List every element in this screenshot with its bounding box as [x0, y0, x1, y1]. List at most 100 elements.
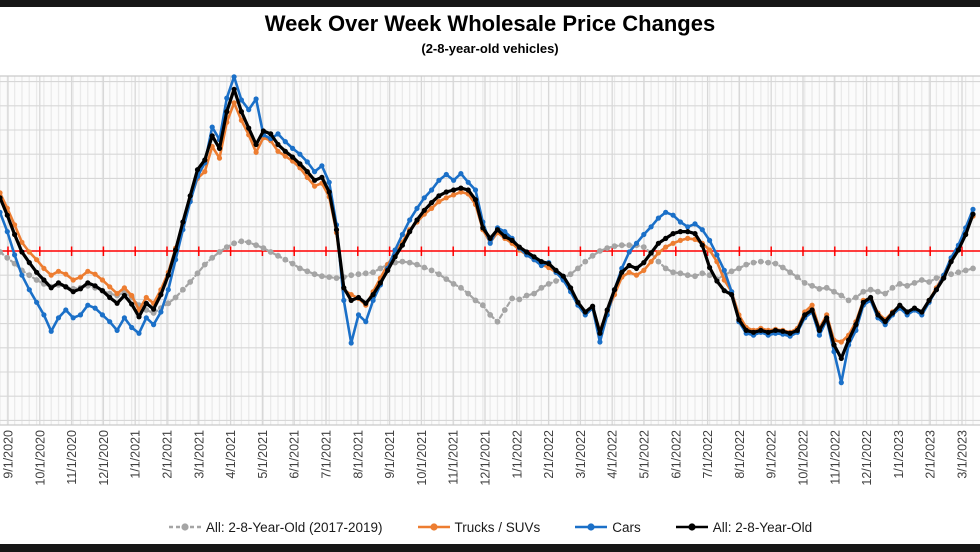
series-marker-all-2-8-year-old-2017-2019 — [33, 277, 40, 283]
series-marker-all-2-8-year-old-2017-2019 — [655, 258, 662, 265]
series-marker-all-2-8-year-old — [55, 280, 62, 286]
series-marker-all-2-8-year-old-2017-2019 — [677, 270, 684, 277]
series-marker-all-2-8-year-old — [553, 267, 559, 273]
series-marker-all-2-8-year-old-2017-2019 — [728, 268, 735, 275]
x-axis-tick-label: 9/1/2020 — [2, 430, 16, 479]
series-marker-all-2-8-year-old-2017-2019 — [458, 284, 464, 291]
series-marker-all-2-8-year-old — [143, 300, 149, 306]
series-marker-cars — [319, 163, 325, 169]
series-marker-all-2-8-year-old-2017-2019 — [516, 296, 523, 303]
series-marker-trucks-suvs — [809, 302, 815, 308]
series-marker-all-2-8-year-old — [560, 273, 566, 279]
series-marker-all-2-8-year-old — [377, 280, 383, 286]
series-marker-cars — [34, 299, 40, 305]
series-marker-all-2-8-year-old-2017-2019 — [0, 249, 3, 255]
series-marker-all-2-8-year-old — [655, 240, 662, 246]
series-marker-cars — [70, 315, 76, 321]
series-marker-all-2-8-year-old-2017-2019 — [267, 249, 274, 255]
series-marker-all-2-8-year-old-2017-2019 — [231, 240, 238, 247]
series-marker-trucks-suvs — [429, 205, 435, 211]
series-marker-all-2-8-year-old — [787, 330, 793, 336]
x-axis-tick-label: 7/1/2021 — [320, 430, 334, 479]
series-marker-all-2-8-year-old — [41, 277, 47, 283]
series-marker-all-2-8-year-old — [714, 278, 720, 284]
series-marker-all-2-8-year-old — [729, 292, 735, 298]
series-marker-all-2-8-year-old-2017-2019 — [545, 281, 552, 287]
series-marker-all-2-8-year-old — [216, 145, 223, 151]
series-marker-all-2-8-year-old-2017-2019 — [260, 245, 267, 252]
series-marker-all-2-8-year-old — [363, 300, 369, 306]
series-marker-cars — [129, 324, 135, 331]
series-marker-cars — [414, 205, 420, 211]
series-marker-trucks-suvs — [34, 257, 40, 263]
series-marker-all-2-8-year-old — [238, 109, 244, 115]
series-marker-cars — [626, 249, 632, 255]
series-marker-all-2-8-year-old-2017-2019 — [597, 248, 603, 254]
series-marker-all-2-8-year-old-2017-2019 — [970, 265, 976, 272]
legend-item-cars: Cars — [574, 520, 641, 535]
legend-marker-trucks-suvs — [417, 523, 450, 531]
series-marker-cars — [714, 252, 720, 258]
series-marker-all-2-8-year-old — [19, 249, 25, 255]
x-axis-tick-label: 2/1/2021 — [161, 430, 175, 479]
series-marker-trucks-suvs — [670, 240, 676, 246]
series-marker-all-2-8-year-old-2017-2019 — [809, 282, 815, 289]
series-marker-all-2-8-year-old — [231, 86, 237, 92]
series-marker-all-2-8-year-old-2017-2019 — [465, 290, 472, 297]
x-axis-tick-label: 12/1/2021 — [479, 430, 493, 486]
series-marker-all-2-8-year-old — [0, 195, 3, 201]
series-marker-all-2-8-year-old-2017-2019 — [253, 242, 259, 249]
series-marker-all-2-8-year-old-2017-2019 — [743, 261, 750, 268]
series-marker-cars — [85, 302, 91, 308]
series-marker-all-2-8-year-old — [465, 187, 471, 193]
series-marker-trucks-suvs — [655, 250, 662, 256]
series-marker-all-2-8-year-old — [677, 229, 684, 235]
series-marker-all-2-8-year-old — [290, 154, 296, 160]
series-marker-cars — [699, 227, 705, 233]
series-marker-cars — [92, 305, 98, 311]
series-marker-all-2-8-year-old-2017-2019 — [567, 271, 574, 278]
series-marker-all-2-8-year-old-2017-2019 — [875, 288, 881, 295]
series-marker-trucks-suvs — [663, 244, 669, 250]
series-marker-all-2-8-year-old — [750, 329, 757, 335]
x-axis-tick-label: 10/1/2021 — [415, 430, 429, 486]
x-axis-tick-label: 5/1/2022 — [638, 430, 652, 479]
series-marker-cars — [363, 319, 369, 325]
series-marker-all-2-8-year-old — [275, 141, 281, 148]
series-marker-all-2-8-year-old-2017-2019 — [845, 297, 852, 304]
series-marker-all-2-8-year-old — [173, 247, 179, 253]
series-marker-cars — [641, 231, 647, 238]
series-marker-cars — [253, 96, 259, 102]
series-marker-trucks-suvs — [63, 271, 69, 277]
series-marker-cars — [282, 139, 288, 145]
series-marker-trucks-suvs — [275, 148, 281, 154]
series-marker-all-2-8-year-old — [319, 174, 325, 180]
series-marker-trucks-suvs — [121, 285, 127, 291]
series-marker-cars — [436, 177, 442, 183]
series-marker-all-2-8-year-old — [26, 260, 32, 266]
series-marker-all-2-8-year-old-2017-2019 — [750, 259, 757, 266]
series-marker-all-2-8-year-old-2017-2019 — [933, 275, 940, 281]
series-marker-all-2-8-year-old-2017-2019 — [172, 294, 179, 301]
series-marker-all-2-8-year-old — [692, 231, 698, 237]
series-marker-all-2-8-year-old — [260, 128, 266, 134]
series-marker-all-2-8-year-old-2017-2019 — [282, 256, 289, 263]
series-marker-all-2-8-year-old-2017-2019 — [779, 264, 786, 271]
x-axis-tick-label: 8/1/2022 — [733, 430, 747, 479]
x-axis-tick-label: 10/1/2020 — [33, 430, 47, 486]
series-marker-trucks-suvs — [231, 100, 237, 106]
legend-item-all-2-8-year-old-2017-2019: All: 2-8-Year-Old (2017-2019) — [168, 520, 383, 535]
series-marker-all-2-8-year-old — [546, 261, 552, 267]
series-marker-trucks-suvs — [458, 189, 464, 195]
x-axis-tick-label: 4/1/2022 — [606, 430, 620, 479]
series-marker-all-2-8-year-old-2017-2019 — [428, 267, 435, 274]
series-marker-cars — [12, 252, 18, 258]
series-marker-all-2-8-year-old-2017-2019 — [304, 268, 311, 275]
series-marker-all-2-8-year-old-2017-2019 — [472, 297, 479, 304]
series-marker-all-2-8-year-old — [136, 314, 142, 320]
series-marker-cars — [55, 315, 62, 321]
series-marker-trucks-suvs — [238, 117, 244, 123]
series-marker-cars — [429, 187, 435, 193]
series-marker-all-2-8-year-old — [282, 148, 288, 154]
series-marker-cars — [304, 159, 310, 165]
